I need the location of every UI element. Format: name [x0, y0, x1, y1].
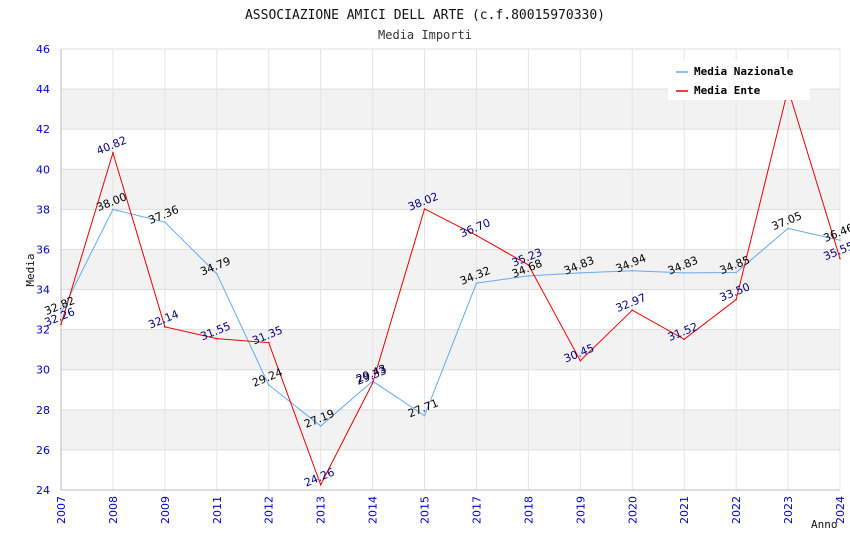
data-point-media-ente: [164, 326, 166, 328]
x-tick-label: 2017: [470, 496, 483, 524]
data-point-media-nazionale: [267, 384, 270, 386]
data-point-media-nazionale: [579, 272, 582, 274]
data-point-media-nazionale: [631, 269, 634, 272]
data-point-media-nazionale: [735, 271, 737, 274]
data-point-media-ente: [475, 234, 478, 237]
chart-subtitle: Media Importi: [378, 28, 472, 42]
x-axis-label: Anno: [811, 518, 838, 531]
x-tick-label: 2020: [626, 496, 639, 524]
x-tick-label: 2013: [315, 496, 328, 524]
data-label-media-ente: 40.82: [95, 134, 129, 158]
data-point-media-nazionale: [216, 272, 218, 275]
data-point-media-ente: [579, 359, 582, 362]
y-tick-label: 44: [36, 83, 50, 96]
x-tick-label: 2007: [55, 496, 68, 524]
x-tick-label: 2023: [782, 496, 795, 524]
grid-band: [61, 409, 840, 450]
legend-box: [668, 60, 810, 100]
y-tick-label: 24: [36, 484, 50, 497]
data-point-media-ente: [267, 341, 270, 344]
data-point-media-nazionale: [164, 221, 166, 223]
data-point-media-nazionale: [527, 275, 530, 277]
chart-title: ASSOCIAZIONE AMICI DELL ARTE (c.f.800159…: [245, 8, 605, 23]
legend: Media Nazionale Media Ente: [668, 60, 810, 100]
y-tick-label: 34: [36, 284, 50, 297]
data-point-media-ente: [423, 208, 426, 210]
data-point-media-ente: [683, 338, 685, 341]
data-point-media-ente: [371, 382, 374, 384]
data-label-media-ente: 32.14: [147, 308, 181, 332]
data-point-media-nazionale: [112, 208, 114, 211]
y-tick-label: 40: [36, 163, 50, 176]
x-tick-label: 2022: [730, 496, 743, 524]
y-tick-label: 42: [36, 123, 50, 136]
data-point-media-nazionale: [319, 425, 322, 427]
grid-band: [61, 249, 840, 290]
x-tick-label: 2015: [419, 496, 432, 524]
data-point-media-nazionale: [60, 312, 62, 314]
x-tick-label: 2021: [678, 496, 691, 524]
data-label-media-ente: 36.70: [458, 216, 492, 240]
data-point-media-ente: [216, 337, 218, 340]
x-tick-label: 2012: [263, 496, 276, 524]
grid-band: [61, 169, 840, 210]
data-point-media-ente: [839, 257, 841, 260]
data-point-media-ente: [60, 323, 62, 326]
data-label-media-ente: 24.26: [302, 466, 336, 490]
y-tick-label: 46: [36, 43, 50, 56]
data-point-media-nazionale: [423, 414, 426, 417]
y-tick-label: 32: [36, 324, 50, 337]
data-point-media-nazionale: [839, 239, 841, 242]
data-point-media-ente: [319, 483, 322, 486]
legend-label-media-nazionale: Media Nazionale: [694, 65, 794, 78]
legend-label-media-ente: Media Ente: [694, 84, 761, 97]
y-tick-label: 36: [36, 243, 50, 256]
x-tick-label: 2014: [367, 496, 380, 524]
y-tick-label: 28: [36, 404, 50, 417]
x-tick-label: 2011: [211, 496, 224, 524]
x-tick-label: 2008: [107, 496, 120, 524]
grid-lines: [60, 48, 841, 491]
y-tick-label: 38: [36, 203, 50, 216]
series-lines: [60, 87, 841, 487]
y-tick-label: 26: [36, 444, 50, 457]
data-point-media-ente: [631, 309, 634, 311]
data-point-media-nazionale: [683, 272, 685, 274]
x-tick-label: 2019: [574, 496, 587, 524]
data-point-media-nazionale: [475, 282, 478, 284]
series-line-media-nazionale: [60, 208, 841, 427]
x-tick-label: 2024: [834, 496, 847, 524]
series-line-media-ente: [60, 87, 841, 487]
y-axis-label: Media: [24, 253, 37, 286]
x-tick-label: 2018: [522, 496, 535, 524]
x-tick-label: 2009: [159, 496, 172, 524]
y-tick-labels: 24 26 28 30 32 34 36 38 40 42 44 46: [36, 43, 50, 497]
data-point-media-ente: [735, 298, 737, 301]
y-tick-label: 30: [36, 364, 50, 377]
data-point-media-ente: [527, 264, 530, 266]
data-point-media-nazionale: [787, 227, 789, 230]
x-tick-labels: 2007 2008 2009 2011 2012 2013 2014 2015 2017 2018…: [55, 496, 847, 524]
data-point-media-ente: [112, 152, 114, 154]
axes: [60, 49, 840, 491]
